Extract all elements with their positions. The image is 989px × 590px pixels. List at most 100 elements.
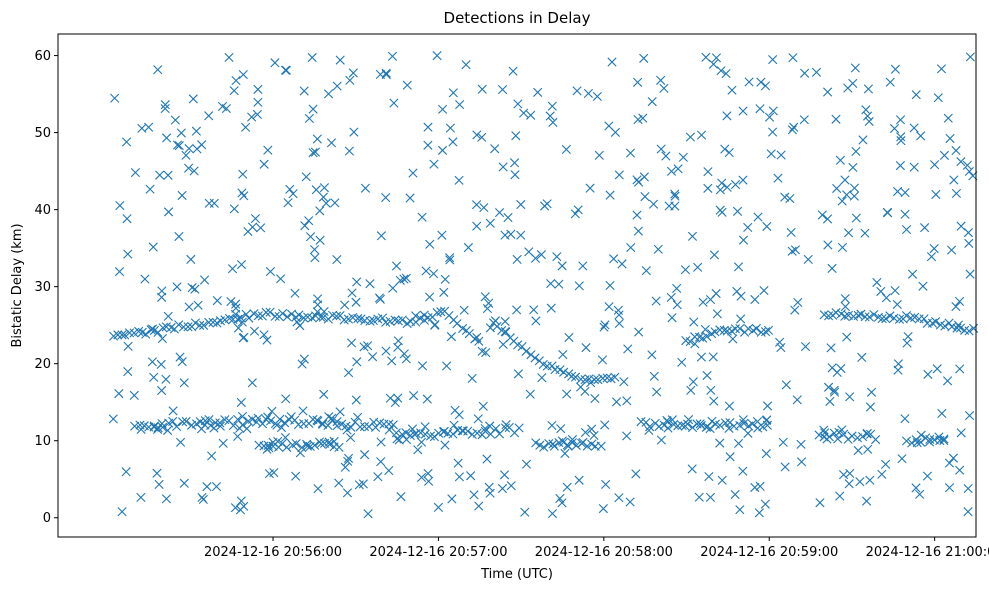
detection-point — [226, 296, 236, 307]
detection-point — [156, 359, 166, 369]
detection-point — [677, 357, 687, 367]
detection-point — [345, 75, 355, 85]
detection-point — [419, 315, 429, 325]
detection-point — [172, 421, 182, 432]
detection-point — [750, 294, 760, 305]
detection-point — [447, 494, 457, 504]
detection-point — [351, 297, 361, 307]
detection-point — [648, 199, 659, 209]
y-tick-label: 30 — [34, 280, 51, 295]
detection-point — [297, 359, 307, 369]
detection-point — [490, 316, 500, 326]
detection-point — [181, 416, 191, 426]
detection-point — [862, 429, 872, 439]
detection-point — [845, 392, 855, 402]
detection-point — [278, 308, 288, 319]
detection-point — [916, 131, 926, 141]
detection-point — [956, 157, 966, 167]
detection-point — [851, 146, 861, 157]
detection-point — [233, 431, 243, 441]
detection-point — [526, 110, 536, 120]
detection-point — [881, 293, 891, 303]
detection-point — [155, 170, 165, 180]
detection-point — [359, 421, 370, 432]
detection-point — [288, 189, 298, 199]
detection-point — [678, 152, 688, 162]
detection-point — [408, 168, 418, 178]
detection-point — [256, 223, 266, 233]
detection-point — [157, 292, 167, 302]
detection-point — [956, 221, 966, 231]
detection-point — [175, 437, 186, 447]
detection-point — [309, 245, 320, 255]
detection-point — [391, 261, 402, 271]
detection-point — [242, 424, 252, 434]
detection-point — [347, 288, 357, 298]
detection-point — [559, 367, 569, 377]
detection-point — [598, 504, 608, 514]
detection-point — [401, 354, 411, 364]
detection-point — [283, 198, 293, 208]
detection-point — [717, 207, 727, 217]
detection-point — [567, 434, 578, 445]
detection-point — [342, 425, 352, 435]
detection-point — [134, 326, 144, 336]
detection-point — [696, 130, 707, 140]
detection-point — [335, 55, 345, 65]
detection-point — [605, 190, 615, 200]
detection-point — [936, 64, 947, 74]
detection-point — [415, 313, 425, 323]
detection-point — [148, 242, 158, 252]
detection-point — [547, 101, 557, 111]
detection-point — [264, 469, 274, 479]
detection-point — [937, 408, 947, 419]
detection-point — [700, 324, 710, 335]
detection-point — [833, 434, 843, 444]
detection-point — [123, 341, 133, 351]
detection-point — [325, 439, 335, 450]
detection-point — [738, 235, 749, 245]
detection-point — [863, 444, 873, 454]
detection-point — [290, 288, 300, 298]
detection-point — [580, 386, 590, 397]
detection-point — [500, 316, 510, 327]
detection-point — [736, 314, 746, 324]
detection-point — [842, 332, 852, 342]
detection-markers — [108, 51, 979, 519]
detection-point — [393, 393, 403, 403]
detection-point — [573, 205, 583, 215]
detection-point — [236, 397, 246, 408]
detection-point — [717, 475, 727, 485]
detection-point — [759, 285, 769, 296]
detection-point — [253, 97, 263, 107]
detection-point — [962, 160, 972, 170]
detection-point — [915, 489, 925, 499]
detection-point — [780, 192, 790, 202]
detection-point — [221, 103, 231, 114]
detection-point — [238, 69, 248, 80]
detection-point — [154, 479, 164, 490]
detection-point — [719, 325, 729, 335]
detection-point — [703, 183, 713, 193]
detection-point — [587, 424, 597, 434]
detection-point — [776, 342, 786, 353]
detection-point — [790, 245, 801, 255]
detection-point — [564, 332, 574, 343]
detection-point — [574, 281, 584, 291]
detection-point — [158, 323, 168, 333]
detection-point — [549, 441, 559, 451]
detection-point — [438, 104, 448, 114]
detection-point — [230, 503, 241, 513]
detection-point — [267, 406, 277, 416]
y-tick-label: 50 — [34, 126, 51, 141]
detection-point — [705, 492, 716, 502]
detection-point — [848, 162, 858, 173]
detection-point — [662, 415, 672, 426]
detection-point — [964, 238, 974, 248]
detection-point — [448, 88, 458, 98]
detection-point — [324, 412, 334, 422]
detection-point — [295, 321, 305, 331]
detection-point — [827, 263, 837, 273]
detection-point — [163, 311, 173, 321]
detection-point — [158, 422, 168, 432]
